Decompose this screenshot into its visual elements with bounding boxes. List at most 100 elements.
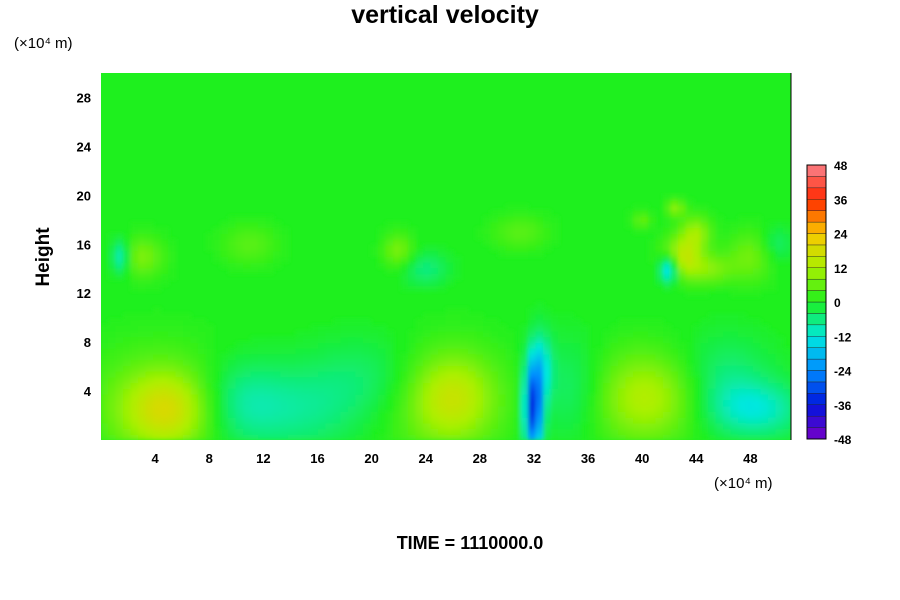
- field-cell: [580, 382, 589, 389]
- field-cell: [768, 393, 777, 401]
- field-cell: [580, 342, 589, 349]
- field-cell: [633, 227, 642, 235]
- field-cell: [333, 359, 342, 366]
- field-cell: [115, 399, 124, 407]
- field-cell: [588, 422, 597, 430]
- field-cell: [775, 422, 784, 430]
- field-cell: [303, 422, 312, 430]
- field-cell: [573, 324, 582, 332]
- field-cell: [640, 382, 649, 389]
- field-cell: [768, 433, 777, 440]
- field-cell: [498, 376, 507, 384]
- field-cell: [310, 422, 319, 430]
- field-cell: [445, 347, 454, 355]
- field-cell: [573, 336, 582, 344]
- field-cell: [378, 347, 387, 355]
- field-cell: [423, 313, 432, 321]
- field-cell: [348, 399, 357, 407]
- field-cell: [775, 227, 784, 235]
- field-cell: [460, 353, 469, 361]
- field-cell: [468, 405, 477, 412]
- field-cell: [445, 433, 454, 440]
- field-cell: [190, 410, 199, 418]
- field-cell: [115, 273, 124, 280]
- field-cell: [550, 428, 559, 435]
- field-cell: [220, 410, 229, 418]
- field-cell: [123, 433, 132, 440]
- field-cell: [483, 399, 492, 407]
- field-cell: [228, 405, 237, 412]
- field-cell: [625, 330, 634, 338]
- field-cell: [768, 342, 777, 349]
- field-cell: [190, 370, 199, 378]
- field-cell: [588, 405, 597, 412]
- field-cell: [528, 233, 537, 240]
- field-cell: [153, 382, 162, 389]
- field-cell: [355, 347, 364, 355]
- field-cell: [385, 336, 394, 344]
- field-cell: [265, 428, 274, 435]
- field-cell: [258, 359, 267, 366]
- field-cell: [520, 393, 529, 401]
- field-cell: [130, 284, 139, 292]
- field-cell: [153, 284, 162, 292]
- field-cell: [325, 399, 334, 407]
- field-cell: [655, 238, 664, 246]
- field-cell: [385, 227, 394, 235]
- field-cell: [333, 330, 342, 338]
- field-cell: [498, 336, 507, 344]
- field-cell: [273, 428, 282, 435]
- field-cell: [175, 410, 184, 418]
- field-cell: [678, 278, 687, 286]
- field-cell: [145, 382, 154, 389]
- field-cell: [265, 233, 274, 240]
- field-cell: [153, 376, 162, 384]
- field-cell: [715, 376, 724, 384]
- field-cell: [153, 433, 162, 440]
- field-cell: [640, 433, 649, 440]
- field-cell: [220, 399, 229, 407]
- field-cell: [160, 273, 169, 280]
- field-cell: [498, 387, 507, 395]
- field-cell: [760, 330, 769, 338]
- field-cell: [190, 428, 199, 435]
- field-cell: [595, 433, 604, 440]
- field-cell: [475, 313, 484, 321]
- field-cell: [168, 273, 177, 280]
- field-cell: [168, 382, 177, 389]
- field-cell: [753, 428, 762, 435]
- field-cell: [108, 250, 117, 257]
- field-cell: [288, 376, 297, 384]
- field-cell: [378, 330, 387, 338]
- field-cell: [340, 319, 349, 326]
- field-cell: [325, 370, 334, 378]
- field-cell: [138, 416, 147, 424]
- field-cell: [640, 376, 649, 384]
- field-cell: [453, 359, 462, 366]
- field-cell: [130, 227, 139, 235]
- field-cell: [595, 364, 604, 372]
- field-cell: [573, 433, 582, 440]
- field-cell: [453, 382, 462, 389]
- field-cell: [670, 256, 679, 263]
- field-cell: [490, 244, 499, 252]
- field-cell: [670, 410, 679, 418]
- field-cell: [648, 210, 657, 217]
- field-cell: [138, 244, 147, 252]
- field-cell: [738, 256, 747, 263]
- field-cell: [295, 376, 304, 384]
- field-cell: [430, 359, 439, 366]
- field-cell: [430, 284, 439, 292]
- field-cell: [678, 284, 687, 292]
- field-cell: [543, 336, 552, 344]
- field-cell: [565, 347, 574, 355]
- field-cell: [205, 376, 214, 384]
- field-cell: [438, 330, 447, 338]
- colorbar-tick-label: 0: [834, 296, 841, 310]
- field-cell: [648, 342, 657, 349]
- field-cell: [633, 382, 642, 389]
- field-cell: [130, 324, 139, 332]
- field-cell: [700, 399, 709, 407]
- field-cell: [783, 433, 791, 440]
- field-cell: [768, 336, 777, 344]
